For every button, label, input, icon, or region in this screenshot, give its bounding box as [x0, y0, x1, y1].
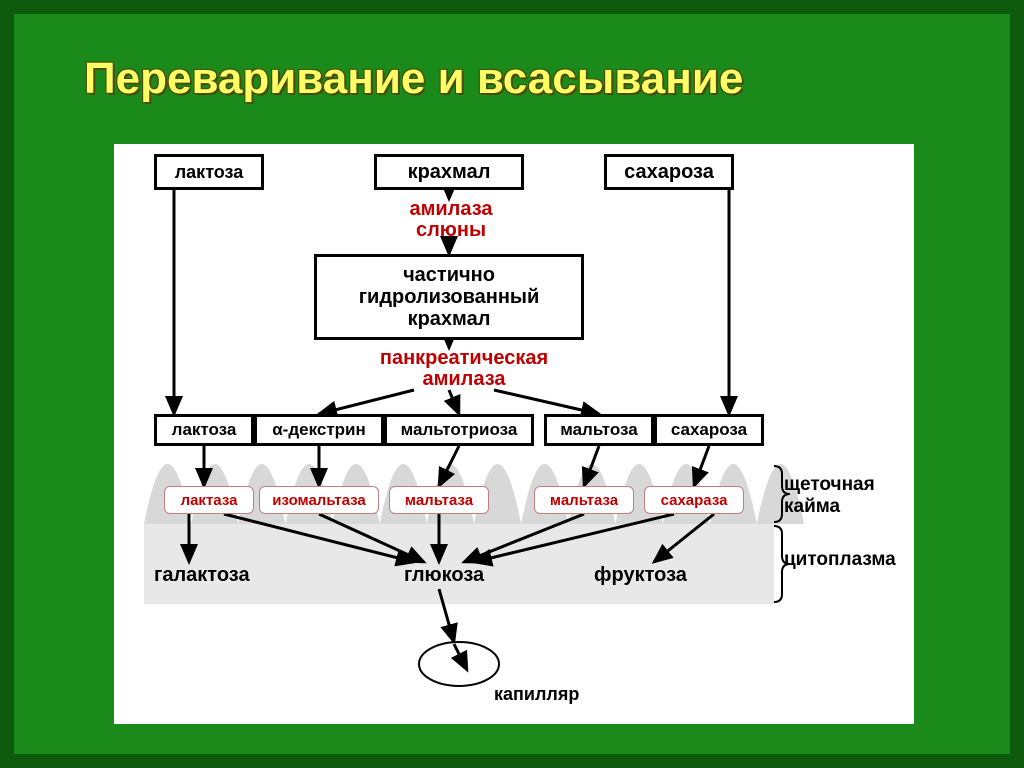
edge-maltase2-glucose [464, 514, 584, 562]
region-label-brush_label: щеточнаякайма [784, 474, 875, 518]
edge-lactase-glucose [224, 514, 414, 562]
node-maltotriose: мальтотриоза [384, 414, 534, 446]
node-lactose_mid: лактоза [154, 414, 254, 446]
enzyme-sucrase: сахараза [644, 486, 744, 514]
edge-panc-adextrin [319, 390, 414, 414]
edge-isomaltase-glucose [319, 514, 424, 562]
node-adextrin: α-декстрин [254, 414, 384, 446]
slide: Переваривание и всасывание лактоза крахма… [0, 0, 1024, 768]
edge-sucrose_mid-sucrase [694, 446, 709, 486]
node-lactose_top: лактоза [154, 154, 264, 190]
edge-sucrase-glucose [474, 514, 674, 562]
product-glucose: глюкоза [404, 564, 484, 587]
node-sucrose_top: сахароза [604, 154, 734, 190]
product-fructose: фруктоза [594, 564, 687, 587]
flowchart-diagram: лактоза крахмал сахароза амилазаслюны частич… [114, 144, 914, 724]
node-sucrose_mid: сахароза [654, 414, 764, 446]
node-starch: крахмал [374, 154, 524, 190]
edge-glucose-capillary [439, 589, 454, 642]
region-label-cyto_label: цитоплазма [784, 549, 896, 571]
slide-title: Переваривание и всасывание [84, 54, 743, 104]
enzyme-maltase2: мальтаза [534, 486, 634, 514]
edge-panc-maltotriose [449, 390, 459, 414]
enzyme-lactase: лактаза [164, 486, 254, 514]
edge-panc-maltose [494, 390, 599, 414]
capillary-label: капилляр [494, 684, 579, 705]
node-maltose: мальтоза [544, 414, 654, 446]
product-galactose: галактоза [154, 564, 250, 587]
enzyme-maltase1: мальтаза [389, 486, 489, 514]
enzyme-isomaltase: изомальтаза [259, 486, 379, 514]
node-partial-hydrolyzed-starch: частичногидролизованныйкрахмал [314, 254, 584, 340]
diagram-panel: лактоза крахмал сахароза амилазаслюны частич… [114, 144, 914, 724]
edge-sucrase-fructose [654, 514, 714, 562]
capillary-shape [419, 642, 499, 686]
edge-maltotriose-maltase1 [439, 446, 459, 486]
enzyme-saliva-amylase: амилазаслюны [376, 199, 526, 241]
enzyme-pancreatic-amylase: панкреатическаяамилаза [354, 348, 574, 390]
edge-maltose-maltase2 [584, 446, 599, 486]
